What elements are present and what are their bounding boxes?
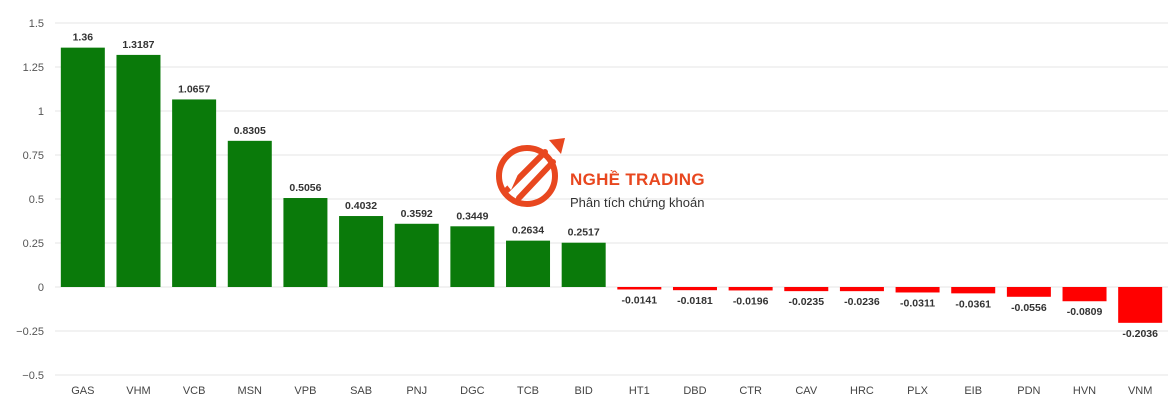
x-tick-label-hvn: HVN <box>1073 385 1096 397</box>
bar-vnm <box>1118 287 1163 323</box>
data-label-dbd: -0.0181 <box>677 295 713 307</box>
x-tick-label-ht1: HT1 <box>629 385 650 397</box>
data-label-msn: 0.8305 <box>234 125 266 137</box>
bar-eib <box>951 287 996 294</box>
y-tick-label: 0.25 <box>23 238 44 250</box>
data-label-bid: 0.2517 <box>568 227 600 239</box>
data-label-gas: 1.36 <box>73 32 94 44</box>
data-label-tcb: 0.2634 <box>512 225 544 237</box>
brand-name: NGHỀ TRADING <box>570 170 705 189</box>
x-tick-label-hrc: HRC <box>850 385 874 397</box>
x-tick-label-sab: SAB <box>350 385 372 397</box>
y-tick-label: 0.75 <box>23 150 44 162</box>
bar-ctr <box>728 287 773 291</box>
data-label-hvn: -0.0809 <box>1067 306 1103 318</box>
bar-dgc <box>450 226 495 287</box>
bar-sab <box>339 216 384 287</box>
x-tick-label-vpb: VPB <box>294 385 316 397</box>
x-tick-label-pnj: PNJ <box>406 385 427 397</box>
data-label-vnm: -0.2036 <box>1122 328 1158 340</box>
data-label-pdn: -0.0556 <box>1011 302 1047 314</box>
y-tick-label: −0.25 <box>16 326 44 338</box>
data-label-ctr: -0.0196 <box>733 295 769 307</box>
y-tick-label: 1 <box>38 106 44 118</box>
data-label-sab: 0.4032 <box>345 200 377 212</box>
data-label-vcb: 1.0657 <box>178 83 210 95</box>
bar-bid <box>561 242 606 287</box>
bar-vcb <box>172 99 217 287</box>
y-tick-label: −0.5 <box>22 370 44 382</box>
bar-vhm <box>116 54 161 287</box>
brand-watermark: NGHỀ TRADING Phân tích chứng khoán <box>496 138 705 210</box>
x-tick-label-ctr: CTR <box>739 385 762 397</box>
x-tick-label-tcb: TCB <box>517 385 539 397</box>
x-tick-label-vhm: VHM <box>126 385 150 397</box>
y-tick-label: 0 <box>38 282 44 294</box>
data-labels: 1.36 1.3187 1.0657 0.8305 0.5056 0.4032 0.3592… <box>73 32 1159 340</box>
x-tick-label-plx: PLX <box>907 385 928 397</box>
bar-vpb <box>283 198 328 287</box>
brand-tagline: Phân tích chứng khoán <box>570 195 704 210</box>
bar-ht1 <box>617 287 662 290</box>
x-tick-label-vnm: VNM <box>1128 385 1152 397</box>
x-axis-ticks: GAS VHM VCB MSN VPB SAB PNJ DGC TCB BID HT1 DBD CTR C… <box>71 385 1152 397</box>
bars <box>60 47 1163 323</box>
bar-cav <box>784 287 829 292</box>
data-label-vpb: 0.5056 <box>289 182 321 194</box>
x-tick-label-gas: GAS <box>71 385 94 397</box>
x-tick-label-dgc: DGC <box>460 385 485 397</box>
brand-logo-icon <box>496 138 565 207</box>
bar-hrc <box>839 287 884 292</box>
y-tick-label: 1.5 <box>29 18 44 30</box>
bar-hvn <box>1062 287 1107 302</box>
bar-pdn <box>1006 287 1051 297</box>
data-label-hrc: -0.0236 <box>844 296 880 308</box>
bar-pnj <box>394 223 439 287</box>
data-label-eib: -0.0361 <box>955 298 991 310</box>
x-tick-label-cav: CAV <box>795 385 817 397</box>
data-label-vhm: 1.3187 <box>122 39 154 51</box>
bar-msn <box>227 140 272 287</box>
x-tick-label-bid: BID <box>575 385 593 397</box>
y-tick-label: 0.5 <box>29 194 44 206</box>
x-tick-label-dbd: DBD <box>683 385 706 397</box>
data-label-pnj: 0.3592 <box>401 208 433 220</box>
x-tick-label-pdn: PDN <box>1017 385 1040 397</box>
data-label-cav: -0.0235 <box>788 296 824 308</box>
x-tick-label-msn: MSN <box>238 385 263 397</box>
y-axis-ticks: −0.5 −0.25 0 0.25 0.5 0.75 1 1.25 1.5 <box>16 18 44 382</box>
data-label-plx: -0.0311 <box>900 297 935 309</box>
data-label-ht1: -0.0141 <box>622 294 658 306</box>
bar-plx <box>895 287 940 293</box>
bar-gas <box>60 47 105 287</box>
bar-tcb <box>506 240 551 287</box>
x-tick-label-vcb: VCB <box>183 385 206 397</box>
x-tick-label-eib: EIB <box>964 385 982 397</box>
y-tick-label: 1.25 <box>23 62 44 74</box>
data-label-dgc: 0.3449 <box>456 210 488 222</box>
bar-dbd <box>672 287 717 291</box>
